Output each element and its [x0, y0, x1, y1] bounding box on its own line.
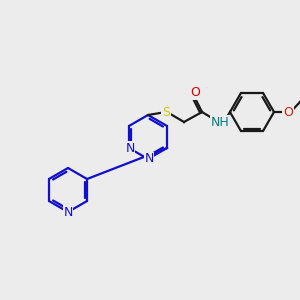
Text: S: S: [162, 106, 170, 118]
Text: O: O: [283, 106, 293, 118]
Text: N: N: [63, 206, 73, 218]
Text: O: O: [190, 86, 200, 100]
Text: N: N: [125, 142, 135, 154]
Text: NH: NH: [211, 116, 230, 128]
Text: N: N: [144, 152, 154, 166]
